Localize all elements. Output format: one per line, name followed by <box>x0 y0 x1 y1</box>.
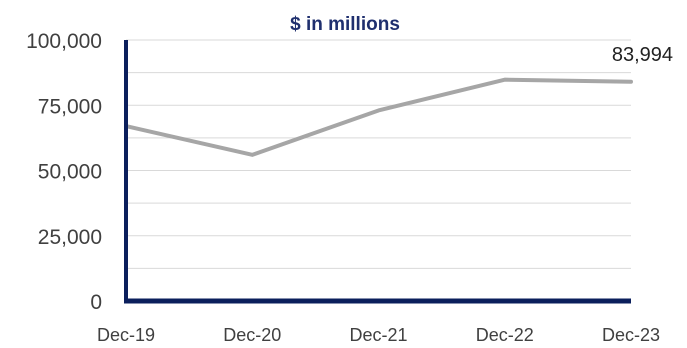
y-tick-label: 50,000 <box>38 161 102 184</box>
x-tick-label: Dec-22 <box>476 325 534 345</box>
y-tick-label: 100,000 <box>26 30 102 53</box>
chart-title: $ in millions <box>290 14 400 35</box>
y-axis-tick-labels: 0 25,000 50,000 75,000 100,000 <box>26 30 102 314</box>
y-tick-label: 25,000 <box>38 226 102 249</box>
data-label: 83,994 <box>612 44 673 66</box>
x-axis-tick-labels: Dec-19 Dec-20 Dec-21 Dec-22 Dec-23 <box>97 325 660 345</box>
x-tick-label: Dec-23 <box>602 325 660 345</box>
x-tick-label: Dec-20 <box>223 325 281 345</box>
x-tick-label: Dec-21 <box>349 325 407 345</box>
data-labels: 83,994 <box>612 44 673 66</box>
y-tick-label: 0 <box>90 291 102 314</box>
series-line <box>124 77 633 157</box>
y-tick-label: 75,000 <box>38 95 102 118</box>
series-lines <box>124 77 633 157</box>
gridlines <box>126 39 631 269</box>
axes <box>124 40 631 304</box>
x-tick-label: Dec-19 <box>97 325 155 345</box>
